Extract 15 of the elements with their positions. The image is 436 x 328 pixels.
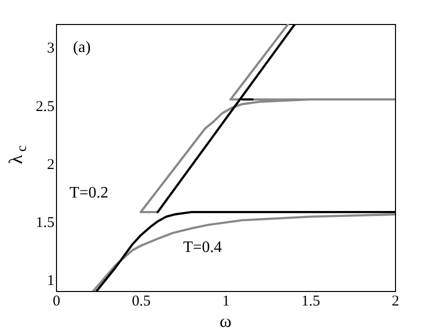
x-tick-label: 2 [392, 294, 400, 310]
annotation: T=0.4 [183, 238, 222, 256]
y-tick-label: 1 [47, 272, 54, 289]
x-axis-title: ω [220, 311, 232, 328]
y-tick-label: 2 [47, 156, 54, 173]
y-tick-label: 2.5 [36, 98, 54, 115]
x-tick-label: 0.5 [132, 294, 151, 310]
x-tick-label: 1.5 [301, 294, 320, 310]
x-tick-label: 1 [222, 294, 230, 310]
annotation: (a) [72, 39, 91, 56]
y-tick-label: 3 [47, 40, 54, 57]
y-tick-label: 1.5 [36, 214, 54, 231]
y-axis-title: λc [6, 145, 30, 164]
x-tick-label: 0 [52, 294, 60, 310]
annotation: T=0.2 [70, 184, 108, 202]
